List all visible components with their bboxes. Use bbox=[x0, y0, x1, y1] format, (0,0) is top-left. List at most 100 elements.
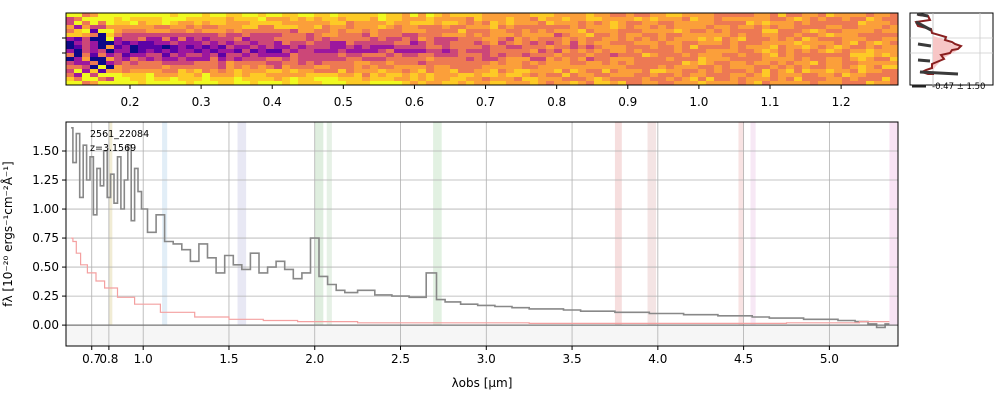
heatmap-cell bbox=[266, 25, 275, 30]
heatmap-cell bbox=[666, 61, 675, 66]
heatmap-cell bbox=[506, 45, 515, 50]
heatmap-cell bbox=[170, 37, 179, 42]
heatmap-cell bbox=[834, 69, 843, 74]
heatmap-cell bbox=[554, 21, 563, 26]
heatmap-cell bbox=[98, 13, 107, 18]
heatmap-cell bbox=[322, 37, 331, 42]
heatmap-cell bbox=[858, 81, 867, 85]
heatmap-cell bbox=[234, 17, 243, 22]
heatmap-cell bbox=[114, 41, 123, 46]
heatmap-cell bbox=[562, 37, 571, 42]
heatmap-cell bbox=[306, 65, 315, 70]
heatmap-cell bbox=[274, 61, 283, 66]
heatmap-cell bbox=[370, 37, 379, 42]
heatmap-cell bbox=[122, 53, 131, 58]
heatmap-cell bbox=[410, 33, 419, 38]
heatmap-cell bbox=[794, 77, 803, 82]
heatmap-cell bbox=[682, 45, 691, 50]
heatmap-cell bbox=[386, 33, 395, 38]
heatmap-cell bbox=[522, 21, 531, 26]
heatmap-cell bbox=[98, 17, 107, 22]
heatmap-cell bbox=[354, 53, 363, 58]
heatmap-cell bbox=[442, 81, 451, 85]
heatmap-cell bbox=[546, 45, 555, 50]
heatmap-cell bbox=[546, 53, 555, 58]
heatmap-cell bbox=[474, 53, 483, 58]
heatmap-cell bbox=[746, 53, 755, 58]
heatmap-cell bbox=[242, 25, 251, 30]
heatmap-cell bbox=[546, 17, 555, 22]
heatmap-cell bbox=[186, 25, 195, 30]
heatmap-cell bbox=[602, 53, 611, 58]
heatmap-cell bbox=[450, 77, 459, 82]
heatmap-cell bbox=[330, 53, 339, 58]
heatmap-cell bbox=[562, 17, 571, 22]
heatmap-cell bbox=[298, 81, 307, 85]
heatmap-cell bbox=[298, 37, 307, 42]
heatmap-cell bbox=[378, 49, 387, 54]
heatmap-cell bbox=[154, 69, 163, 74]
heatmap-cell bbox=[874, 17, 883, 22]
heatmap-cell bbox=[170, 49, 179, 54]
heatmap-cell bbox=[570, 69, 579, 74]
heatmap-cell bbox=[578, 37, 587, 42]
heatmap-cell bbox=[474, 41, 483, 46]
heatmap-cell bbox=[594, 53, 603, 58]
heatmap-cell bbox=[234, 41, 243, 46]
heatmap-cell bbox=[218, 53, 227, 58]
heatmap-cell bbox=[218, 29, 227, 34]
x-tick-label: 0.7 bbox=[82, 352, 101, 366]
heatmap-cell bbox=[786, 45, 795, 50]
heatmap-cell bbox=[370, 13, 379, 18]
heatmap-x-tick-label: 0.6 bbox=[405, 95, 424, 109]
heatmap-cell bbox=[130, 13, 139, 18]
heatmap-cell bbox=[114, 81, 123, 85]
heatmap-cell bbox=[194, 61, 203, 66]
heatmap-cell bbox=[554, 53, 563, 58]
heatmap-cell bbox=[130, 17, 139, 22]
heatmap-cell bbox=[626, 13, 635, 18]
heatmap-cell bbox=[770, 21, 779, 26]
heatmap-cell bbox=[618, 65, 627, 70]
heatmap-cell bbox=[450, 21, 459, 26]
heatmap-cell bbox=[82, 29, 91, 34]
heatmap-cell bbox=[122, 25, 131, 30]
heatmap-cell bbox=[754, 25, 763, 30]
heatmap-cell bbox=[282, 57, 291, 62]
heatmap-cell bbox=[730, 69, 739, 74]
heatmap-cell bbox=[762, 77, 771, 82]
heatmap-cell bbox=[714, 25, 723, 30]
heatmap-cell bbox=[250, 57, 259, 62]
heatmap-cell bbox=[482, 45, 491, 50]
heatmap-cell bbox=[170, 61, 179, 66]
heatmap-cell bbox=[498, 61, 507, 66]
heatmap-cell bbox=[682, 37, 691, 42]
heatmap-cell bbox=[418, 21, 427, 26]
heatmap-cell bbox=[258, 49, 267, 54]
heatmap-cell bbox=[274, 65, 283, 70]
x-tick-label: 4.5 bbox=[734, 352, 753, 366]
heatmap-cell bbox=[178, 77, 187, 82]
heatmap-cell bbox=[882, 69, 891, 74]
heatmap-cell bbox=[106, 73, 115, 78]
heatmap-cell bbox=[514, 25, 523, 30]
heatmap-cell bbox=[450, 69, 459, 74]
heatmap-cell bbox=[154, 49, 163, 54]
heatmap-cell bbox=[82, 45, 91, 50]
heatmap-cell bbox=[826, 29, 835, 34]
heatmap-cell bbox=[818, 69, 827, 74]
heatmap-cell bbox=[130, 77, 139, 82]
heatmap-cell bbox=[242, 53, 251, 58]
heatmap-x-tick-label: 0.2 bbox=[120, 95, 139, 109]
heatmap-cell bbox=[138, 53, 147, 58]
heatmap-cell bbox=[682, 49, 691, 54]
heatmap-cell bbox=[794, 45, 803, 50]
heatmap-cell bbox=[698, 49, 707, 54]
heatmap-cell bbox=[642, 65, 651, 70]
heatmap-cell bbox=[522, 29, 531, 34]
heatmap-cell bbox=[570, 45, 579, 50]
heatmap-cell bbox=[642, 61, 651, 66]
heatmap-cell bbox=[658, 73, 667, 78]
heatmap-cell bbox=[530, 13, 539, 18]
heatmap-cell bbox=[354, 17, 363, 22]
